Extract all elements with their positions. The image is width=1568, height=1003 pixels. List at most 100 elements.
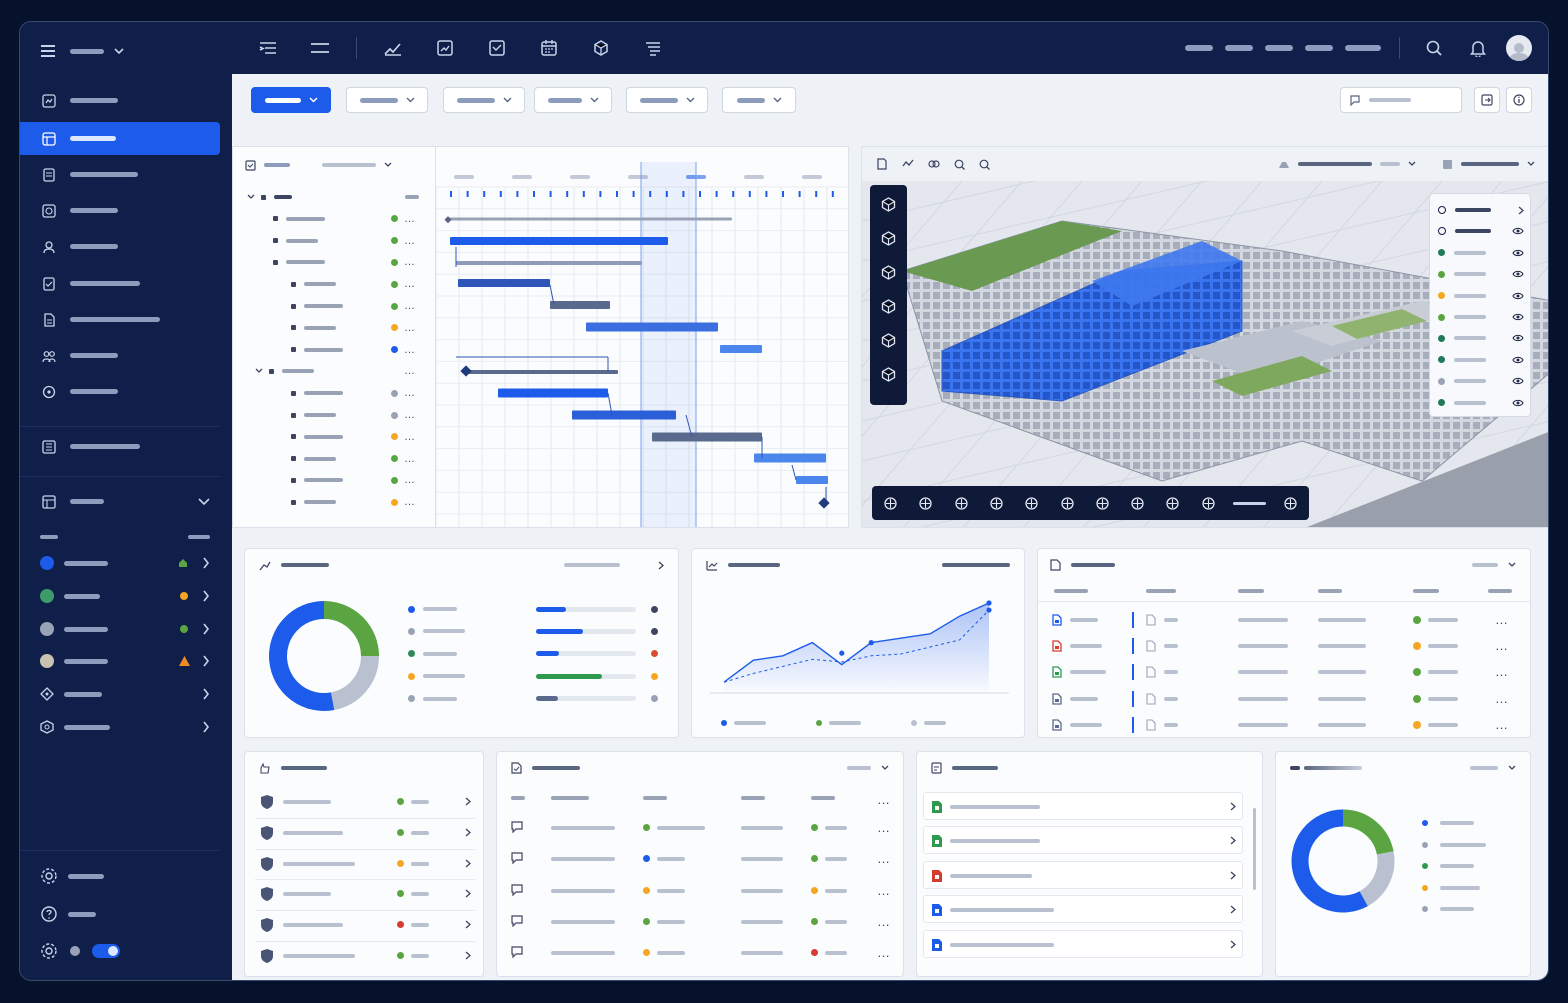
top-nav-link[interactable] bbox=[1185, 45, 1213, 51]
chevron-right-icon[interactable] bbox=[1230, 802, 1236, 811]
gantt-task-row[interactable]: … bbox=[233, 383, 436, 403]
eye-icon[interactable] bbox=[1512, 377, 1524, 385]
filter-dropdown[interactable] bbox=[722, 87, 796, 113]
bell-icon[interactable] bbox=[1462, 32, 1494, 64]
eye-icon[interactable] bbox=[1512, 249, 1524, 257]
expand-icon[interactable] bbox=[1162, 492, 1183, 514]
gantt-task-row[interactable]: … bbox=[233, 209, 436, 229]
eye-icon[interactable] bbox=[1512, 399, 1524, 407]
gantt-task-row[interactable]: … bbox=[233, 340, 436, 360]
sidebar-item-checklist[interactable] bbox=[20, 267, 220, 300]
table-row[interactable]: … bbox=[497, 881, 903, 901]
export-button[interactable] bbox=[1474, 87, 1500, 113]
project-item[interactable] bbox=[40, 554, 210, 572]
stack-icon[interactable] bbox=[637, 32, 669, 64]
eye-icon[interactable] bbox=[1512, 313, 1524, 321]
row-more-button[interactable]: … bbox=[877, 820, 890, 835]
sidebar-item-schedule[interactable] bbox=[20, 122, 220, 155]
gantt-task-row[interactable]: … bbox=[233, 405, 436, 425]
row-more-button[interactable]: … bbox=[877, 913, 890, 929]
frame-icon[interactable] bbox=[1092, 492, 1113, 514]
list-indent-icon[interactable] bbox=[252, 32, 284, 64]
layer-row[interactable] bbox=[1438, 354, 1524, 366]
file-item[interactable] bbox=[923, 895, 1243, 924]
safety-item[interactable] bbox=[245, 848, 483, 874]
top-nav-link[interactable] bbox=[1345, 45, 1381, 51]
row-more-button[interactable]: … bbox=[404, 234, 416, 247]
chevron-right-icon[interactable] bbox=[202, 590, 210, 602]
chart-line-icon[interactable] bbox=[377, 32, 409, 64]
gantt-task-row[interactable] bbox=[233, 187, 436, 207]
table-row[interactable]: … bbox=[497, 912, 903, 932]
gantt-task-row[interactable]: … bbox=[233, 296, 436, 316]
chevron-right-icon[interactable] bbox=[465, 797, 471, 806]
row-more-button[interactable]: … bbox=[1495, 716, 1508, 732]
row-more-button[interactable]: … bbox=[404, 474, 416, 487]
model-selector[interactable] bbox=[1298, 162, 1372, 166]
primary-action-button[interactable] bbox=[251, 87, 331, 113]
look-icon[interactable] bbox=[986, 492, 1007, 514]
row-more-button[interactable]: … bbox=[1495, 690, 1508, 706]
sidebar-projects-header[interactable] bbox=[20, 485, 210, 518]
zoom-out-icon[interactable] bbox=[1198, 492, 1219, 514]
layer-row[interactable] bbox=[1438, 397, 1524, 409]
filter-dropdown[interactable] bbox=[346, 87, 428, 113]
sidebar-settings[interactable] bbox=[40, 867, 210, 885]
layer-row[interactable] bbox=[1438, 311, 1524, 323]
layers-plus-icon[interactable] bbox=[880, 492, 901, 514]
sidebar-item-team[interactable] bbox=[20, 339, 220, 372]
sidebar-item-reports[interactable] bbox=[20, 430, 220, 463]
chevron-right-icon[interactable] bbox=[465, 828, 471, 837]
filter-dropdown[interactable] bbox=[626, 87, 708, 113]
chevron-right-icon[interactable] bbox=[202, 721, 210, 733]
orbit-icon[interactable] bbox=[915, 492, 936, 514]
chevron-down-icon[interactable] bbox=[247, 194, 255, 200]
chevron-right-icon[interactable] bbox=[1518, 206, 1524, 215]
theme-toggle[interactable] bbox=[92, 944, 120, 958]
eye-icon[interactable] bbox=[1512, 270, 1524, 278]
top-nav-link[interactable] bbox=[1225, 45, 1253, 51]
row-more-button[interactable]: … bbox=[404, 387, 416, 400]
link-icon[interactable] bbox=[928, 158, 940, 170]
chevron-right-icon[interactable] bbox=[202, 623, 210, 635]
row-more-button[interactable]: … bbox=[404, 278, 416, 291]
row-more-button[interactable]: … bbox=[877, 945, 890, 961]
file-item[interactable] bbox=[923, 792, 1243, 820]
file-item[interactable] bbox=[923, 826, 1243, 855]
row-more-button[interactable]: … bbox=[404, 343, 416, 356]
layers-icon[interactable] bbox=[879, 229, 898, 248]
row-more-button[interactable]: … bbox=[1495, 638, 1508, 654]
edit-chart-icon[interactable] bbox=[429, 32, 461, 64]
eye-icon[interactable] bbox=[1512, 292, 1524, 300]
sidebar-item-files[interactable] bbox=[20, 303, 220, 336]
pan-icon[interactable] bbox=[951, 492, 972, 514]
row-more-button[interactable]: … bbox=[404, 409, 416, 421]
more-button[interactable]: … bbox=[877, 792, 890, 807]
row-more-button[interactable]: … bbox=[1495, 612, 1508, 627]
chevron-right-icon[interactable] bbox=[1230, 836, 1236, 845]
row-more-button[interactable]: … bbox=[404, 256, 416, 269]
sidebar-item-dashboard[interactable] bbox=[20, 84, 220, 117]
row-more-button[interactable]: … bbox=[877, 882, 890, 898]
globe-icon[interactable] bbox=[1127, 492, 1148, 514]
table-row[interactable]: … bbox=[1038, 688, 1530, 710]
safety-item[interactable] bbox=[245, 792, 483, 812]
chevron-right-icon[interactable] bbox=[202, 688, 210, 700]
eye-icon[interactable] bbox=[1512, 334, 1524, 342]
gantt-task-row[interactable]: … bbox=[233, 318, 436, 338]
row-more-button[interactable]: … bbox=[404, 496, 416, 509]
file-icon[interactable] bbox=[876, 158, 888, 170]
project-item[interactable] bbox=[40, 718, 210, 736]
search-icon[interactable] bbox=[1418, 32, 1450, 64]
chevron-right-icon[interactable] bbox=[658, 561, 664, 570]
share-icon[interactable] bbox=[902, 159, 914, 169]
project-item[interactable] bbox=[40, 685, 210, 703]
chevron-right-icon[interactable] bbox=[465, 920, 471, 929]
table-row[interactable]: … bbox=[1038, 714, 1530, 736]
avatar[interactable] bbox=[1506, 35, 1532, 61]
table-row[interactable]: … bbox=[497, 849, 903, 869]
eye-icon[interactable] bbox=[1512, 356, 1524, 364]
project-item[interactable] bbox=[40, 620, 210, 638]
safety-item[interactable] bbox=[245, 817, 483, 843]
calendar-icon[interactable] bbox=[533, 32, 565, 64]
